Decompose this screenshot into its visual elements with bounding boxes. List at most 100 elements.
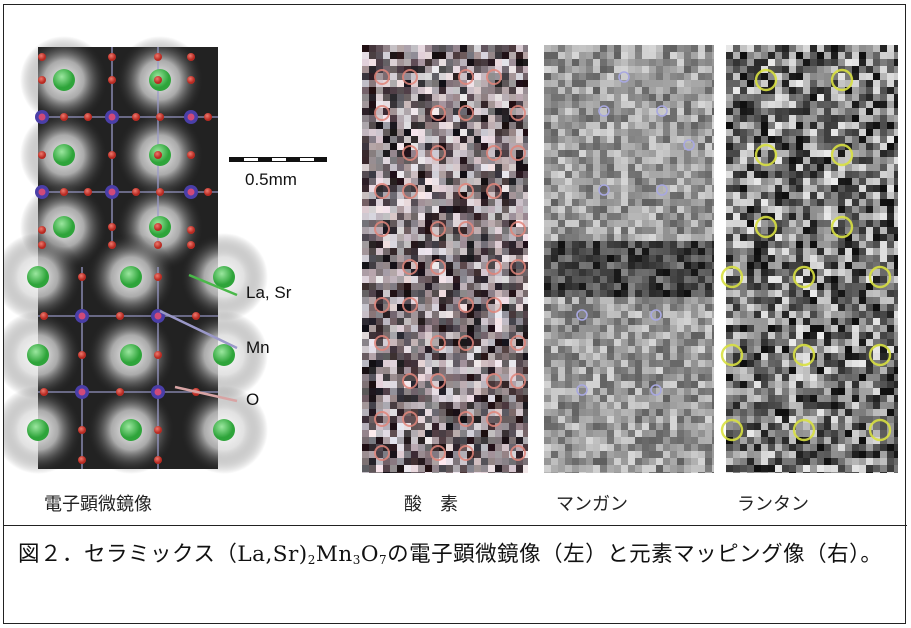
oxygen-map-pixel	[502, 45, 509, 52]
oxygen-map-pixel	[397, 80, 404, 87]
manganese-map-pixel	[579, 52, 586, 59]
oxygen-map-pixel	[523, 136, 528, 143]
manganese-map-pixel	[705, 192, 712, 199]
manganese-map-pixel	[565, 66, 572, 73]
oxygen-map-pixel	[446, 164, 453, 171]
oxygen-map-pixel	[362, 255, 369, 262]
manganese-map-pixel	[565, 248, 572, 255]
lanthanum-map-pixel	[873, 325, 880, 332]
lanthanum-map-pixel	[894, 255, 898, 262]
lanthanum-map-pixel	[796, 122, 803, 129]
oxygen-map-pixel	[516, 276, 523, 283]
manganese-map-pixel	[586, 157, 593, 164]
manganese-map-pixel	[628, 185, 635, 192]
lanthanum-map-pixel	[824, 451, 831, 458]
oxygen-map-pixel	[404, 101, 411, 108]
manganese-map-pixel	[684, 108, 691, 115]
oxygen-map-pixel	[516, 374, 523, 381]
manganese-map-pixel	[705, 458, 712, 465]
manganese-map-pixel	[614, 388, 621, 395]
manganese-map-pixel	[712, 346, 714, 353]
manganese-map-pixel	[677, 101, 684, 108]
manganese-map-pixel	[649, 472, 656, 473]
lanthanum-map-pixel	[789, 136, 796, 143]
lanthanum-map-pixel	[740, 472, 747, 473]
lanthanum-map-pixel	[775, 276, 782, 283]
oxygen-map-pixel	[383, 213, 390, 220]
oxygen-map-pixel	[446, 444, 453, 451]
lanthanum-map-pixel	[761, 150, 768, 157]
lanthanum-map-pixel	[803, 171, 810, 178]
oxygen-map-pixel	[446, 423, 453, 430]
manganese-map-pixel	[572, 199, 579, 206]
oxygen-map-pixel	[376, 290, 383, 297]
manganese-map-pixel	[600, 325, 607, 332]
lanthanum-map-pixel	[747, 164, 754, 171]
manganese-map-pixel	[663, 129, 670, 136]
manganese-map-pixel	[677, 199, 684, 206]
manganese-map-pixel	[600, 402, 607, 409]
lanthanum-map-pixel	[740, 416, 747, 423]
lanthanum-map-pixel	[831, 66, 838, 73]
oxygen-map-pixel	[446, 318, 453, 325]
oxygen-map-pixel	[439, 423, 446, 430]
lanthanum-map-pixel	[845, 283, 852, 290]
manganese-map-pixel	[712, 129, 714, 136]
lanthanum-map-pixel	[824, 332, 831, 339]
lanthanum-map-pixel	[831, 430, 838, 437]
manganese-map-pixel	[565, 213, 572, 220]
lanthanum-map-pixel	[803, 458, 810, 465]
oxygen-map-pixel	[390, 178, 397, 185]
lanthanum-map-pixel	[733, 346, 740, 353]
manganese-map-pixel	[712, 262, 714, 269]
lanthanum-map-pixel	[880, 150, 887, 157]
oxygen-map-pixel	[523, 94, 528, 101]
manganese-map-pixel	[621, 290, 628, 297]
oxygen-map-pixel	[460, 45, 467, 52]
la-sr-atom	[27, 419, 49, 441]
oxygen-map-pixel	[397, 304, 404, 311]
oxygen-map-pixel	[439, 255, 446, 262]
lanthanum-map-pixel	[782, 332, 789, 339]
manganese-map-pixel	[614, 45, 621, 52]
manganese-map-pixel	[628, 220, 635, 227]
manganese-map-pixel	[565, 150, 572, 157]
oxygen-map-pixel	[418, 129, 425, 136]
oxygen-map-pixel	[383, 465, 390, 472]
lanthanum-map-pixel	[831, 276, 838, 283]
lanthanum-map-pixel	[761, 430, 768, 437]
manganese-map-pixel	[579, 353, 586, 360]
manganese-map-pixel	[593, 423, 600, 430]
oxygen-map-pixel	[383, 143, 390, 150]
oxygen-map-pixel	[404, 395, 411, 402]
manganese-map-pixel	[607, 332, 614, 339]
oxygen-map-pixel	[516, 59, 523, 66]
oxygen-map-pixel	[439, 318, 446, 325]
lanthanum-map-pixel	[733, 290, 740, 297]
oxygen-map-pixel	[523, 430, 528, 437]
lanthanum-map-pixel	[775, 318, 782, 325]
manganese-map-pixel	[551, 213, 558, 220]
manganese-map-pixel	[558, 395, 565, 402]
lanthanum-map-pixel	[845, 451, 852, 458]
manganese-map-pixel	[600, 248, 607, 255]
oxygen-map-pixel	[467, 143, 474, 150]
manganese-map-pixel	[621, 423, 628, 430]
lanthanum-map-pixel	[782, 444, 789, 451]
manganese-map-pixel	[607, 304, 614, 311]
lanthanum-map-pixel	[761, 423, 768, 430]
lanthanum-map-pixel	[817, 346, 824, 353]
oxygen-map-pixel	[362, 150, 369, 157]
manganese-map-pixel	[579, 227, 586, 234]
lanthanum-map-pixel	[845, 395, 852, 402]
manganese-map-pixel	[621, 59, 628, 66]
manganese-map-pixel	[698, 108, 705, 115]
manganese-map-pixel	[572, 297, 579, 304]
lanthanum-map-pixel	[754, 66, 761, 73]
lanthanum-map-pixel	[775, 213, 782, 220]
oxygen-map-pixel	[362, 346, 369, 353]
lanthanum-map-pixel	[761, 73, 768, 80]
oxygen-map-pixel	[495, 157, 502, 164]
oxygen-map-pixel	[481, 255, 488, 262]
manganese-map-pixel	[565, 94, 572, 101]
